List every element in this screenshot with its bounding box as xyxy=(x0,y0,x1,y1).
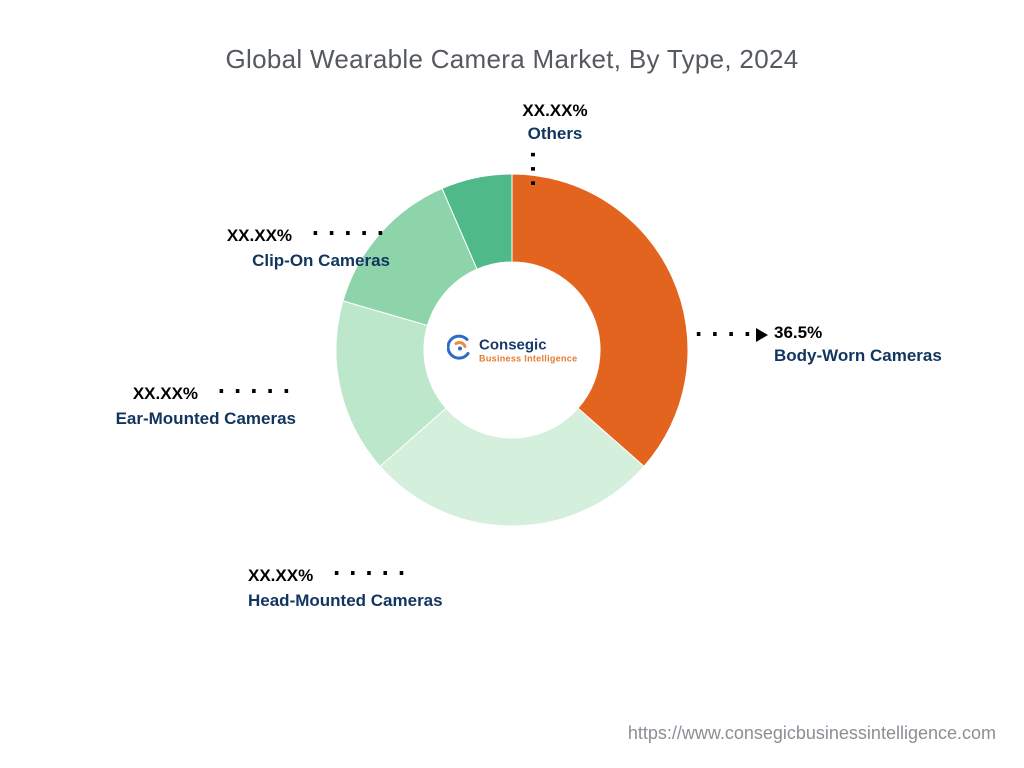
footer-url: https://www.consegicbusinessintelligence… xyxy=(628,723,996,744)
callout-body: 36.5% Body-Worn Cameras xyxy=(774,322,942,368)
pct-ear: XX.XX% xyxy=(133,384,198,403)
chart-container: Global Wearable Camera Market, By Type, … xyxy=(0,0,1024,768)
donut-slice xyxy=(512,174,688,466)
logo-brand-tagline: Business Intelligence xyxy=(479,354,577,364)
pct-others: XX.XX% xyxy=(500,100,610,123)
logo-mark-icon xyxy=(447,335,473,366)
center-logo: Consegic Business Intelligence xyxy=(437,335,587,366)
leader-ear: ····· xyxy=(215,380,296,405)
logo-brand-name: Consegic xyxy=(479,337,577,354)
callout-clip: XX.XX% ····· Clip-On Cameras xyxy=(180,220,390,273)
leader-others: ··· xyxy=(520,148,542,182)
callout-ear: XX.XX% ····· Ear-Mounted Cameras xyxy=(86,378,296,431)
callout-others: XX.XX% Others xyxy=(500,100,610,146)
lbl-clip: Clip-On Cameras xyxy=(180,250,390,273)
lbl-body: Body-Worn Cameras xyxy=(774,345,942,368)
leader-clip: ····· xyxy=(309,222,390,247)
arrow-body-icon xyxy=(756,328,768,342)
pct-clip: XX.XX% xyxy=(227,226,292,245)
lbl-others: Others xyxy=(500,123,610,146)
logo-text: Consegic Business Intelligence xyxy=(479,337,577,364)
chart-title: Global Wearable Camera Market, By Type, … xyxy=(0,44,1024,75)
lbl-ear: Ear-Mounted Cameras xyxy=(86,408,296,431)
lbl-head: Head-Mounted Cameras xyxy=(248,590,443,613)
leader-head: ····· xyxy=(330,562,411,587)
callout-head: XX.XX% ····· Head-Mounted Cameras xyxy=(248,560,443,613)
pct-body: 36.5% xyxy=(774,322,942,345)
pct-head: XX.XX% xyxy=(248,566,313,585)
leader-body: ···· xyxy=(692,323,757,348)
